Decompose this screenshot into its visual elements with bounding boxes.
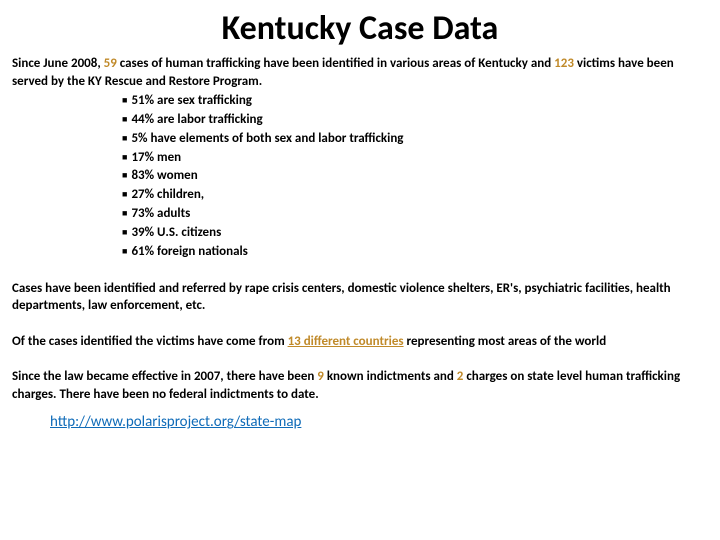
bullet-icon: ■	[122, 130, 127, 149]
intro-cases-number: 59	[104, 56, 117, 71]
paragraph-countries: Of the cases identified the victims have…	[12, 333, 708, 351]
para2-pre: Of the cases identified the victims have…	[12, 334, 288, 349]
intro-text-mid: cases of human trafficking have been ide…	[117, 56, 554, 71]
bullet-text: 39% U.S. citizens	[131, 224, 221, 243]
list-item: ■39% U.S. citizens	[122, 224, 708, 243]
para3-pre: Since the law became effective in 2007, …	[12, 369, 317, 384]
para3-indictments-number: 9	[317, 369, 324, 384]
bullet-text: 51% are sex trafficking	[131, 92, 252, 111]
bullet-icon: ■	[122, 186, 127, 205]
list-item: ■61% foreign nationals	[122, 243, 708, 262]
bullet-list: ■51% are sex trafficking ■44% are labor …	[122, 92, 708, 262]
intro-victims-number: 123	[554, 56, 574, 71]
bullet-text: 5% have elements of both sex and labor t…	[131, 130, 403, 149]
intro-text-pre: Since June 2008,	[12, 56, 104, 71]
bullet-text: 17% men	[131, 149, 181, 168]
bullet-text: 61% foreign nationals	[131, 243, 247, 262]
bullet-icon: ■	[122, 149, 127, 168]
list-item: ■44% are labor trafficking	[122, 111, 708, 130]
list-item: ■5% have elements of both sex and labor …	[122, 130, 708, 149]
list-item: ■73% adults	[122, 205, 708, 224]
bullet-icon: ■	[122, 111, 127, 130]
list-item: ■17% men	[122, 149, 708, 168]
bullet-icon: ■	[122, 92, 127, 111]
bullet-text: 73% adults	[131, 205, 190, 224]
bullet-text: 27% children,	[131, 186, 204, 205]
intro-paragraph: Since June 2008, 59 cases of human traff…	[12, 55, 708, 90]
list-item: ■83% women	[122, 167, 708, 186]
bullet-text: 83% women	[131, 167, 197, 186]
bullet-icon: ■	[122, 224, 127, 243]
list-item: ■27% children,	[122, 186, 708, 205]
para2-tail: representing most areas of the world	[404, 334, 607, 349]
bullet-icon: ■	[122, 205, 127, 224]
bullet-icon: ■	[122, 167, 127, 186]
source-link[interactable]: http://www.polarisproject.org/state-map	[50, 413, 708, 431]
para2-highlight: 13 different countries	[288, 334, 404, 349]
paragraph-indictments: Since the law became effective in 2007, …	[12, 368, 708, 403]
list-item: ■51% are sex trafficking	[122, 92, 708, 111]
bullet-icon: ■	[122, 243, 127, 262]
para3-mid: known indictments and	[324, 369, 457, 384]
paragraph-referrals: Cases have been identified and referred …	[12, 280, 708, 315]
page-title: Kentucky Case Data	[12, 8, 708, 49]
bullet-text: 44% are labor trafficking	[131, 111, 262, 130]
